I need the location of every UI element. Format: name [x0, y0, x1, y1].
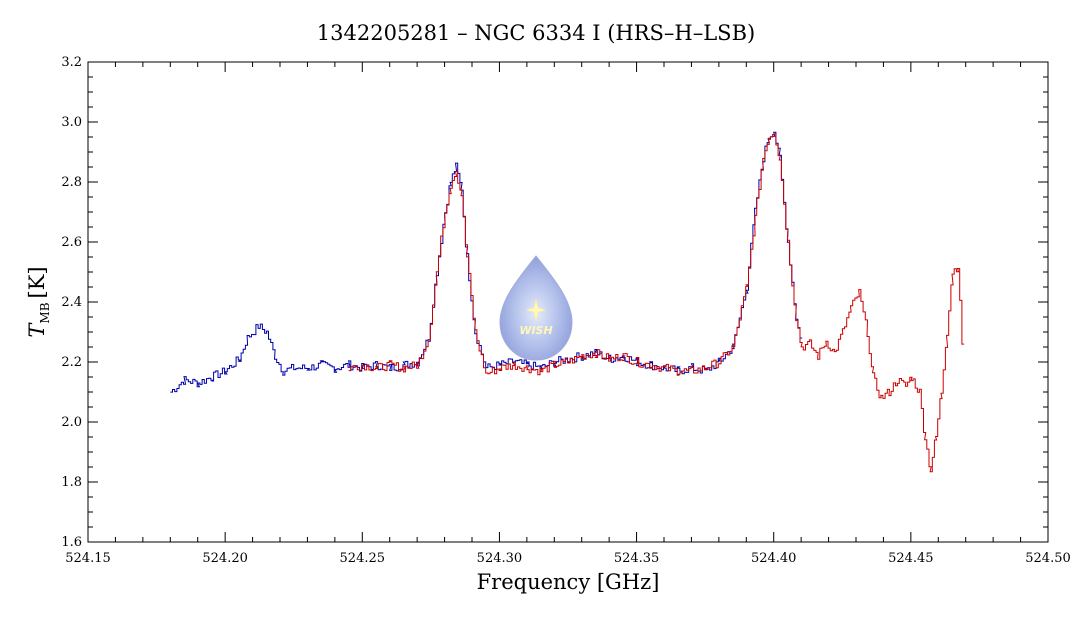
y-tick-labels: 1.6 1.8 2.0 2.2 2.4 2.6 2.8 3.0 3.2: [61, 55, 82, 550]
y-axis-label-main: T: [25, 322, 49, 338]
x-tick-label: 524.45: [888, 551, 934, 566]
x-tick-labels: 524.15 524.20 524.25 524.30 524.35 524.40 524.…: [65, 551, 1071, 566]
wish-star-icon: [525, 298, 547, 322]
y-axis-label-unit: [K]: [25, 266, 49, 298]
y-tick-label: 2.4: [61, 295, 82, 310]
plot-frame: [87, 61, 1049, 543]
spectrum-series-1: [170, 131, 803, 393]
wish-logo: WISH: [499, 255, 573, 361]
y-tick-label: 3.2: [61, 55, 82, 70]
y-axis-label-sub: MB: [38, 302, 52, 323]
wish-logo-text: WISH: [519, 324, 552, 337]
x-tick-label: 524.35: [614, 551, 660, 566]
x-tick-label: 524.15: [65, 551, 111, 566]
y-axis-label: TMB [K]: [25, 266, 52, 337]
y-tick-label: 2.8: [61, 175, 82, 190]
y-tick-label: 2.2: [61, 355, 82, 370]
y-tick-label: 2.6: [61, 235, 82, 250]
chart-title: 1342205281 – NGC 6334 I (HRS–H–LSB): [317, 21, 755, 45]
x-tick-label: 524.40: [751, 551, 797, 566]
x-tick-label: 524.20: [202, 551, 248, 566]
axis-ticks: [87, 61, 1049, 543]
x-tick-label: 524.25: [340, 551, 386, 566]
plot-area: 524.15 524.20 524.25 524.30 524.35 524.40 524.…: [61, 55, 1070, 566]
y-tick-label: 1.6: [61, 535, 82, 550]
x-axis-label: Frequency [GHz]: [477, 570, 660, 594]
svg-text:TMB[K]: TMB [K]: [25, 266, 52, 337]
y-tick-label: 3.0: [61, 115, 82, 130]
y-tick-label: 1.8: [61, 475, 82, 490]
spectrum-series-2: [348, 133, 965, 473]
series-layer: [170, 131, 965, 473]
x-tick-label: 524.30: [477, 551, 523, 566]
x-tick-label: 524.50: [1025, 551, 1071, 566]
y-tick-label: 2.0: [61, 415, 82, 430]
